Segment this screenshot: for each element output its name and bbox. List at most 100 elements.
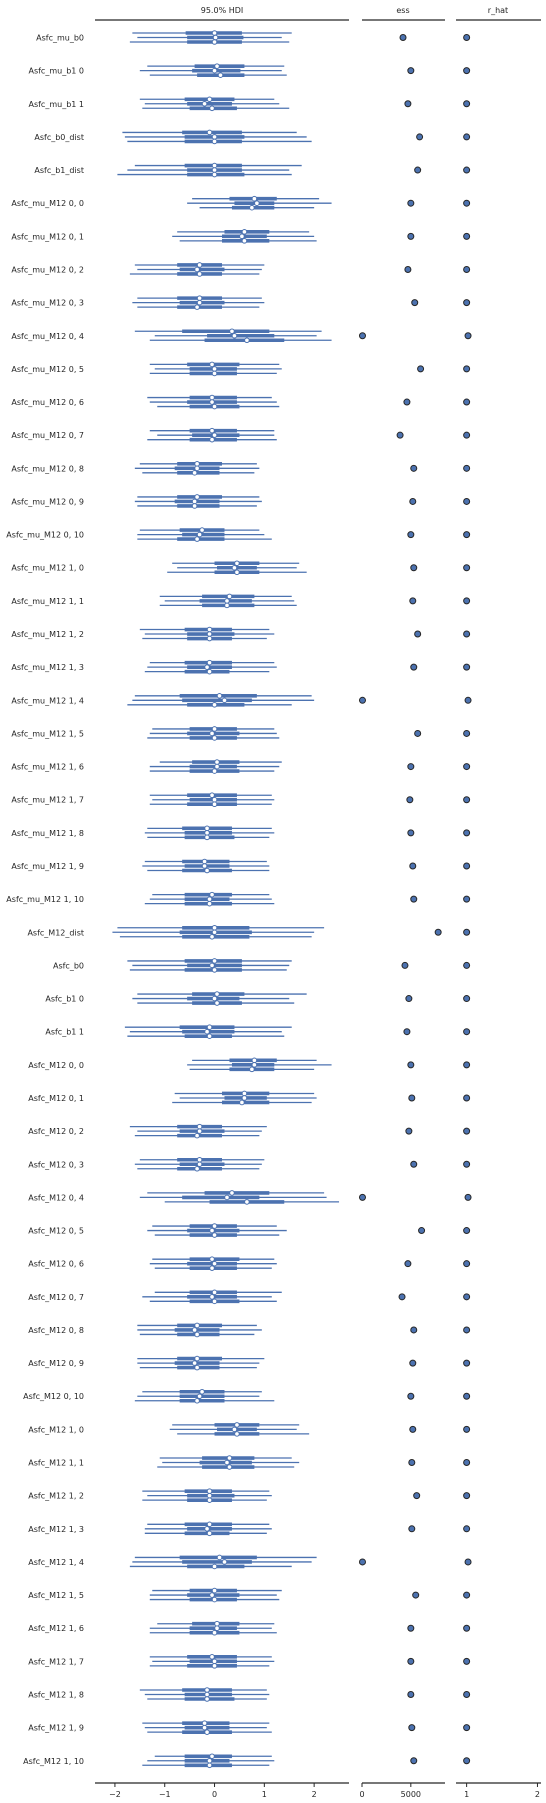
r-hat-point (463, 497, 471, 505)
r-hat-point (463, 464, 471, 472)
median-point (194, 1322, 200, 1329)
row-label: Asfc_M12 0, 4 (28, 1193, 84, 1202)
ess-point (401, 961, 409, 969)
r-hat-point (463, 531, 471, 539)
median-point (231, 564, 238, 571)
median-point (209, 105, 215, 112)
ess-point (410, 464, 418, 472)
median-point (234, 1422, 240, 1428)
median-point (251, 195, 258, 202)
forest-row: Asfc_mu_b1 1 (28, 96, 471, 112)
r-hat-point (464, 1558, 472, 1566)
median-point (206, 659, 213, 666)
row-label: Asfc_mu_M12 1, 10 (6, 895, 84, 904)
median-point (211, 39, 218, 45)
r-hat-point (463, 199, 471, 207)
median-point (239, 1099, 245, 1106)
ess-point (408, 1525, 416, 1533)
r-hat-point (463, 995, 471, 1003)
ess-point (398, 1293, 406, 1301)
median-point (204, 664, 210, 670)
r-hat-point (463, 398, 471, 406)
median-point (194, 461, 200, 467)
median-point (194, 1132, 200, 1139)
r-hat-point (463, 895, 471, 903)
ess-point (409, 497, 417, 505)
forest-row: Asfc_M12 0, 7 (28, 1289, 471, 1305)
median-point (209, 1753, 215, 1760)
row-label: Asfc_M12 0, 3 (28, 1160, 84, 1169)
median-point (226, 1464, 233, 1470)
row-label: Asfc_M12 0, 10 (23, 1392, 84, 1401)
hdi-panel-title: 95.0% HDI (201, 6, 244, 15)
row-label: Asfc_b1_dist (34, 166, 84, 175)
median-point (211, 171, 218, 178)
ess-point (410, 564, 418, 572)
median-point (211, 1563, 218, 1570)
r-hat-point (463, 365, 471, 373)
ess-point (414, 630, 422, 638)
median-point (196, 1393, 203, 1400)
median-point (211, 1658, 218, 1665)
median-point (206, 668, 213, 675)
forest-row: Asfc_M12 1, 7 (28, 1654, 471, 1669)
forest-row: Asfc_b1_dist (34, 162, 471, 178)
r-hat-point (463, 1591, 471, 1599)
median-point (211, 924, 218, 931)
median-point (234, 560, 240, 567)
median-point (214, 63, 220, 69)
r-hat-point (463, 1160, 471, 1168)
median-point (206, 1488, 213, 1494)
median-point (241, 1090, 248, 1097)
row-label: Asfc_mu_M12 0, 6 (11, 398, 84, 407)
ess-tick-label: 0 (359, 1790, 364, 1799)
row-label: Asfc_mu_M12 0, 7 (11, 431, 84, 440)
row-label: Asfc_mu_M12 1, 1 (11, 597, 84, 606)
ess-point (358, 1193, 366, 1201)
forest-row: Asfc_M12 1, 6 (28, 1620, 471, 1636)
median-point (221, 697, 228, 704)
median-point (196, 1123, 203, 1130)
median-point (216, 693, 223, 699)
median-point (211, 1596, 218, 1603)
median-point (214, 1000, 220, 1006)
median-point (194, 1165, 200, 1172)
row-label: Asfc_M12 1, 1 (28, 1459, 84, 1468)
forest-row: Asfc_M12 1, 4 (28, 1554, 472, 1570)
forest-row: Asfc_M12 1, 5 (28, 1587, 471, 1603)
median-point (209, 1654, 215, 1660)
row-label: Asfc_mu_b1 0 (28, 67, 84, 76)
r-hat-point (463, 862, 471, 870)
forest-row: Asfc_mu_M12 0, 7 (11, 427, 471, 443)
row-label: Asfc_mu_M12 0, 2 (11, 265, 84, 274)
ess-point (405, 995, 413, 1003)
median-point (204, 830, 210, 836)
forest-row: Asfc_M12 0, 4 (28, 1190, 472, 1205)
row-label: Asfc_M12_dist (27, 928, 84, 937)
median-point (224, 598, 230, 604)
forest-row: Asfc_mu_M12 1, 6 (11, 759, 471, 774)
forest-row: Asfc_mu_M12 0, 8 (11, 461, 471, 476)
median-point (209, 399, 215, 405)
r-hat-point (463, 1691, 471, 1698)
forest-row: Asfc_mu_b1 0 (28, 63, 471, 78)
ess-point (408, 1459, 416, 1467)
median-point (209, 1265, 215, 1271)
row-label: Asfc_mu_M12 1, 3 (11, 663, 84, 672)
r-hat-point (463, 729, 471, 737)
r-hat-point (463, 100, 471, 108)
r-hat-point (463, 1227, 471, 1235)
forest-row: Asfc_mu_M12 1, 7 (11, 792, 471, 808)
row-label: Asfc_mu_M12 1, 8 (11, 829, 84, 838)
forest-row: Asfc_mu_M12 0, 0 (11, 195, 471, 211)
median-point (211, 958, 218, 964)
median-point (211, 403, 218, 410)
median-point (254, 200, 260, 206)
r-hat-point (463, 133, 471, 141)
median-point (206, 635, 213, 642)
median-point (241, 238, 248, 244)
ess-point (416, 133, 424, 141)
ess-point (409, 1425, 417, 1433)
forest-row: Asfc_M12 0, 2 (28, 1123, 471, 1139)
median-point (211, 1260, 218, 1267)
